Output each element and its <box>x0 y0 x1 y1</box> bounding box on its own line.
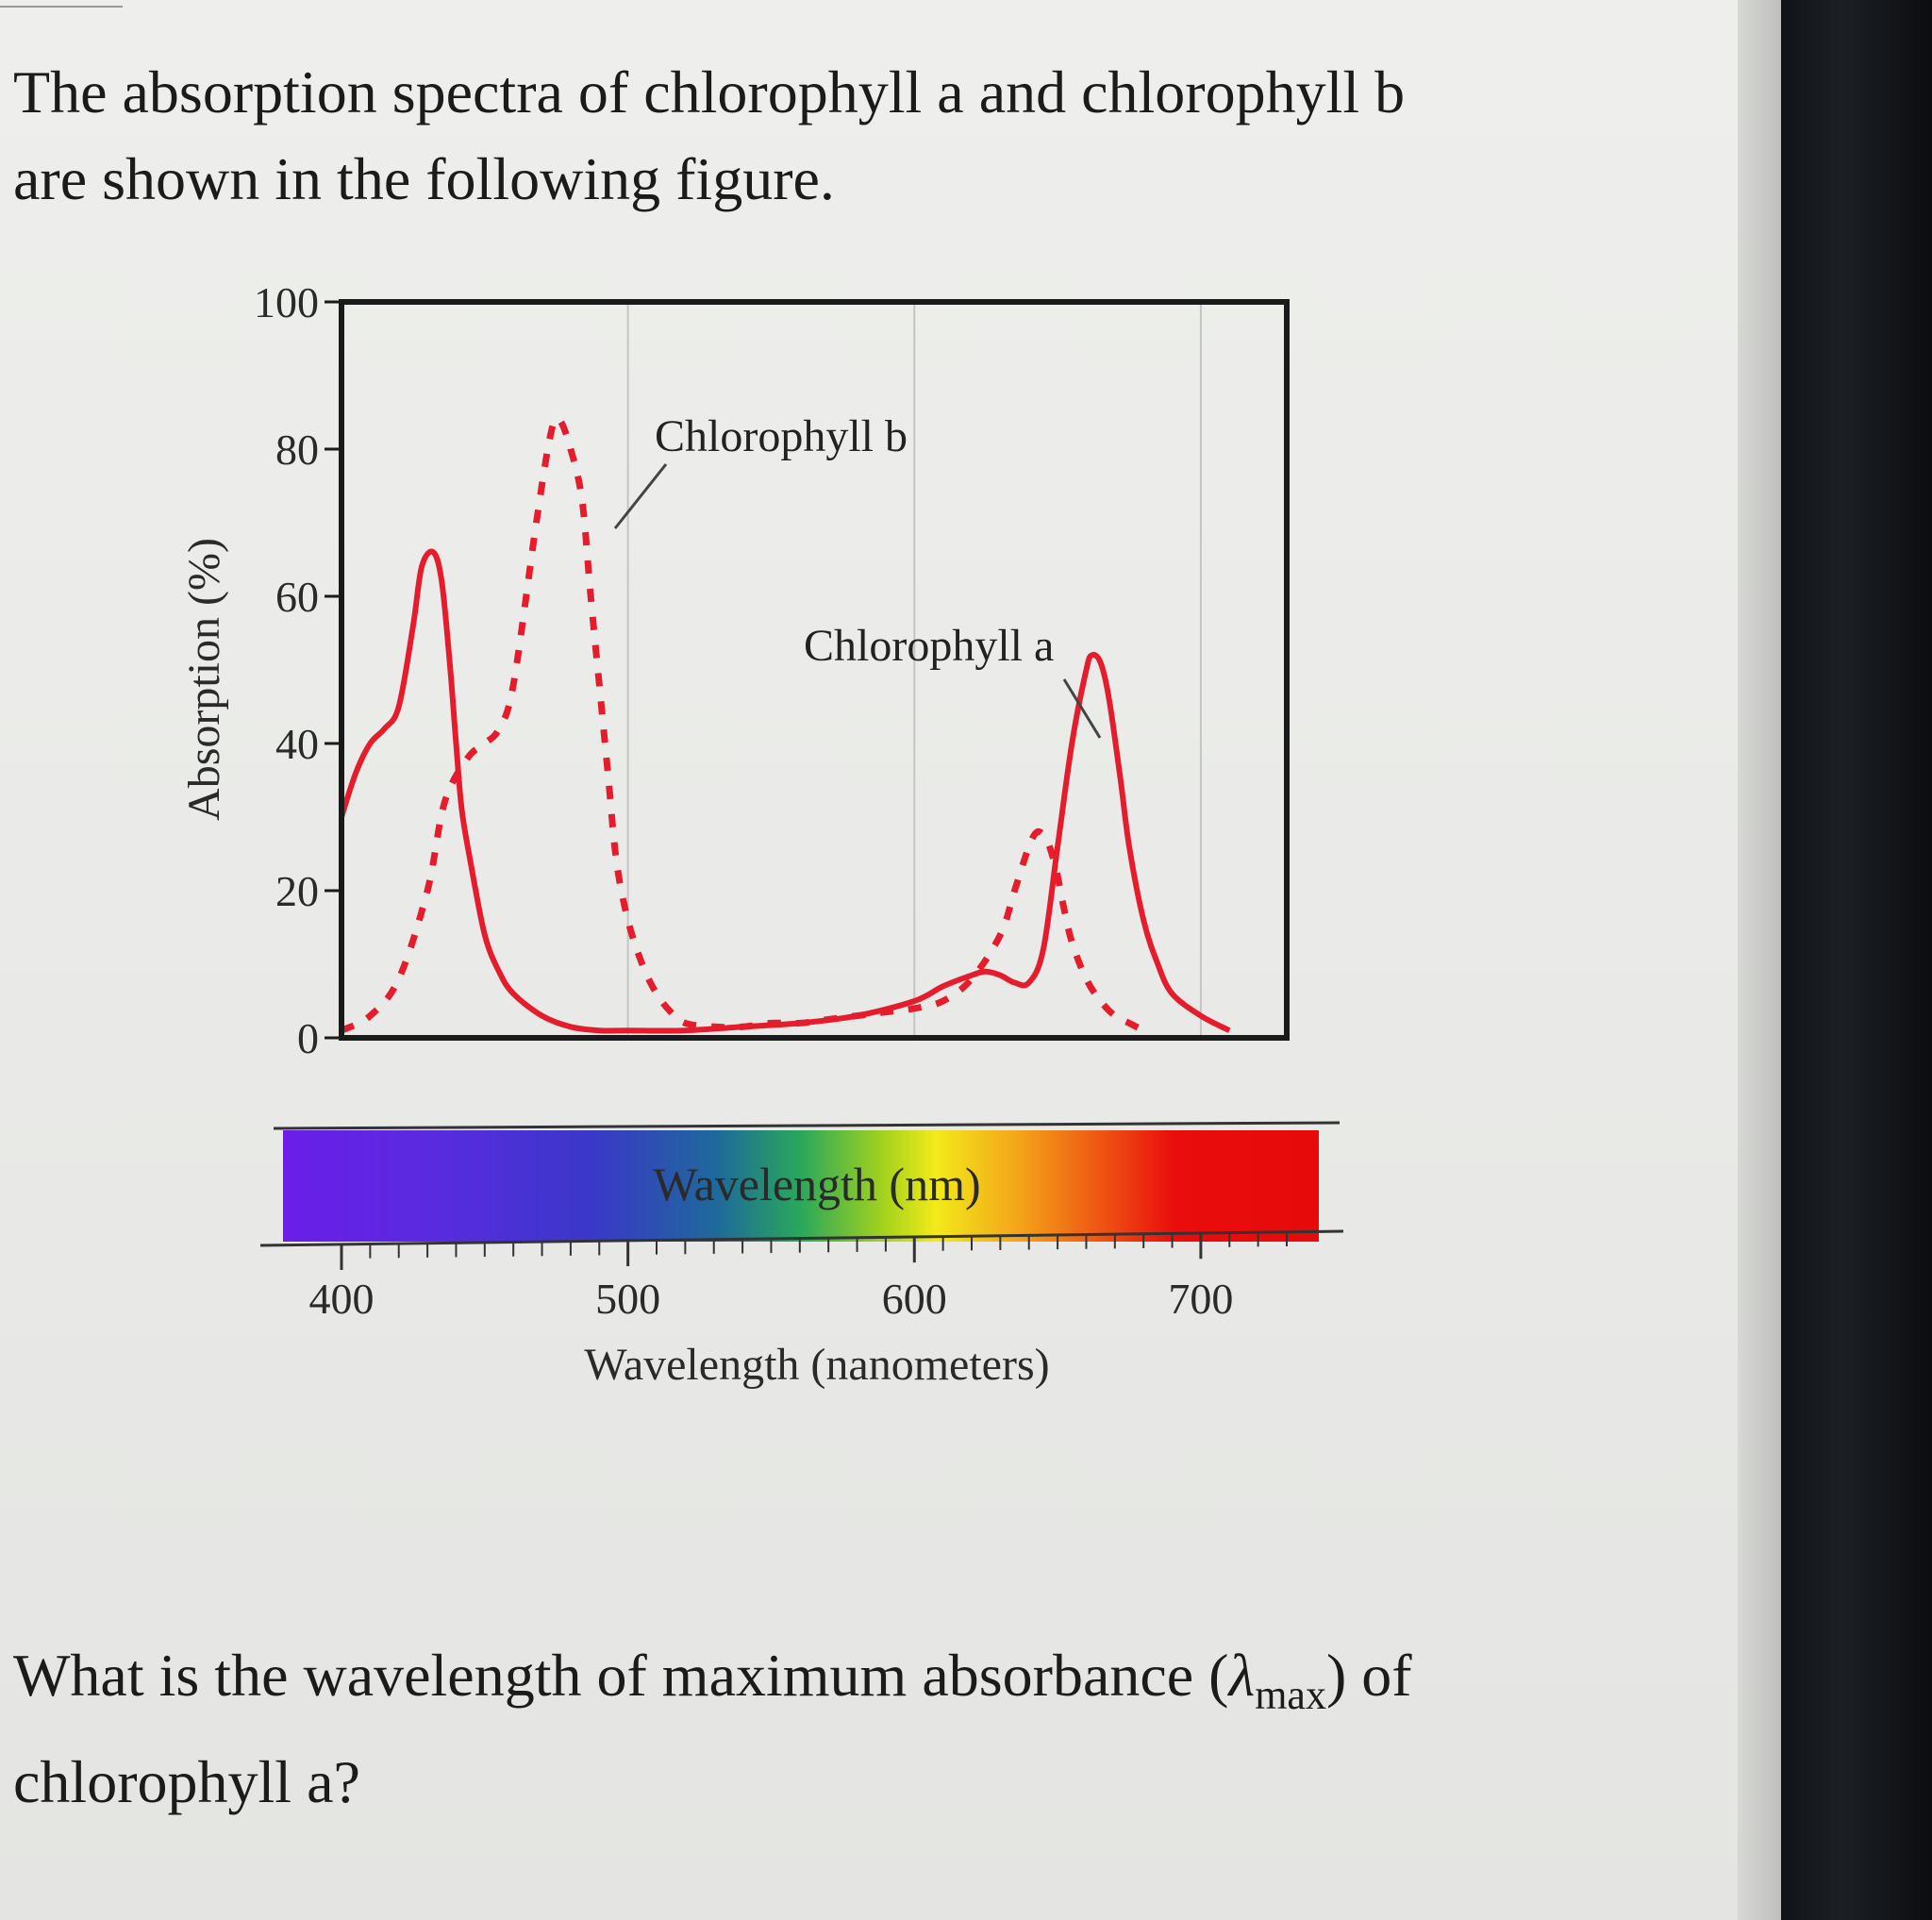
question-line-1: What is the wavelength of maximum absorb… <box>13 1632 1617 1739</box>
y-tick-label-20: 20 <box>275 867 319 915</box>
top-divider <box>0 0 123 8</box>
intro-line-2: are shown in the following figure. <box>13 145 835 212</box>
question-suffix: ) of <box>1325 1642 1412 1709</box>
x-tick-label-400: 400 <box>309 1275 375 1323</box>
chlorophyll-b-annotation: Chlorophyll b <box>655 411 908 461</box>
x-tick-label-500: 500 <box>595 1275 660 1323</box>
plot-frame <box>339 299 1290 1041</box>
y-tick-label-60: 60 <box>275 573 319 621</box>
y-tick-label-0: 0 <box>297 1014 319 1062</box>
curves <box>339 415 1231 1034</box>
chlorophyll-a-curve <box>339 548 1231 1034</box>
x-axis: 400 500 600 700 <box>309 1233 1288 1323</box>
lambda-subscript: max <box>1255 1671 1326 1718</box>
chlorophyll-a-leader <box>1062 678 1102 739</box>
y-tick-label-80: 80 <box>275 426 319 474</box>
spectrum-label: Wavelength (nm) <box>653 1158 980 1210</box>
page-edge-shadow <box>1738 0 1781 1920</box>
chlorophyll-b-curve <box>340 415 1145 1034</box>
absorption-spectra-chart: 0 20 40 60 80 100 Absorption (%) Chlorophyll … <box>179 278 1344 1390</box>
chlorophyll-b-leader <box>613 463 668 529</box>
y-tick-label-100: 100 <box>254 278 319 326</box>
spectrum-top-rule <box>273 1121 1341 1130</box>
lambda-symbol: λ <box>1228 1642 1256 1709</box>
intro-text: The absorption spectra of chlorophyll a … <box>13 49 1617 223</box>
x-axis-title: Wavelength (nanometers) <box>584 1340 1049 1390</box>
intro-line-1: The absorption spectra of chlorophyll a … <box>13 58 1406 125</box>
y-axis-title: Absorption (%) <box>179 538 229 821</box>
monitor-bezel <box>1781 0 1932 1920</box>
gridlines <box>626 302 1202 1038</box>
spectrum-bottom-rule <box>259 1229 1344 1247</box>
page-background <box>0 0 1783 1920</box>
y-axis: 0 20 40 60 80 100 <box>254 278 341 1062</box>
x-tick-label-700: 700 <box>1168 1275 1233 1323</box>
x-tick-label-600: 600 <box>882 1275 947 1323</box>
question-text: What is the wavelength of maximum absorb… <box>13 1632 1617 1826</box>
visible-spectrum-bar <box>283 1130 1319 1242</box>
question-prefix: What is the wavelength of maximum absorb… <box>13 1642 1229 1709</box>
chlorophyll-a-annotation: Chlorophyll a <box>804 621 1054 671</box>
question-line-2: chlorophyll a? <box>13 1747 360 1815</box>
y-tick-label-40: 40 <box>275 720 319 768</box>
